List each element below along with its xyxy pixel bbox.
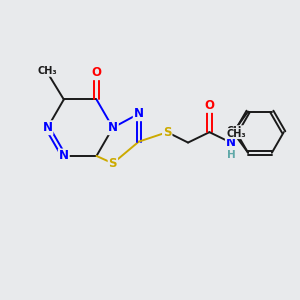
Text: N: N: [43, 121, 52, 134]
Text: S: S: [163, 126, 172, 139]
Text: O: O: [204, 99, 214, 112]
Text: N: N: [59, 149, 69, 162]
Text: CH₃: CH₃: [226, 129, 246, 139]
Text: H: H: [227, 150, 236, 160]
Text: O: O: [92, 66, 101, 79]
Text: N: N: [134, 107, 144, 120]
Text: CH₃: CH₃: [226, 126, 246, 136]
Text: CH₃: CH₃: [38, 66, 57, 76]
Text: N: N: [108, 121, 118, 134]
Text: S: S: [109, 157, 117, 170]
Text: N: N: [226, 136, 236, 149]
